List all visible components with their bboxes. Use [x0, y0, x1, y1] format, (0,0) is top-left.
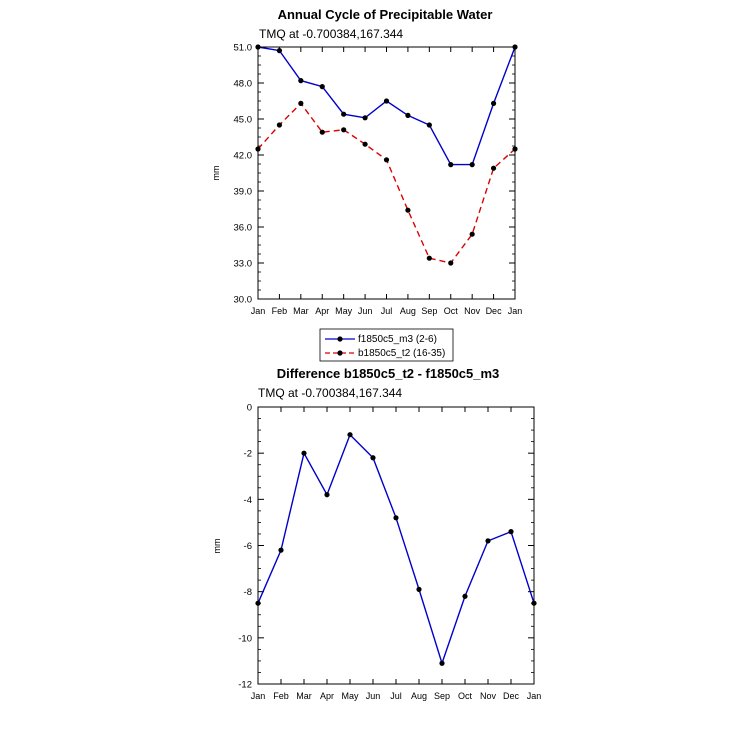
chart1-ylabel: mm — [211, 166, 221, 181]
y-tick-label: 51.0 — [234, 43, 253, 54]
legend-entry-2: b1850c5_t2 (16-35) — [358, 348, 445, 359]
x-tick-label: Mar — [293, 306, 309, 316]
x-tick-label: Jan — [251, 306, 266, 316]
chart1-subtitle: TMQ at -0.700384,167.344 — [259, 27, 403, 41]
series-2-point — [426, 255, 432, 261]
chart1-frame — [257, 46, 516, 300]
series-1-point — [278, 547, 284, 553]
x-tick-label: Dec — [486, 306, 503, 316]
series-2-point — [383, 157, 390, 163]
chart2-ylabel: mm — [212, 539, 222, 554]
series-1-point — [426, 122, 432, 128]
y-tick-label: 45.0 — [234, 115, 253, 126]
chart2-frame — [257, 406, 535, 685]
x-tick-label: Aug — [411, 691, 427, 701]
x-tick-label: Sep — [421, 306, 437, 316]
y-tick-label: 30.0 — [234, 295, 253, 306]
x-tick-label: Feb — [272, 306, 288, 316]
x-tick-label: Feb — [273, 691, 289, 701]
series-1-point — [439, 660, 445, 666]
series-1-point — [393, 515, 399, 521]
series-1-point — [490, 100, 497, 106]
y-tick-label: 39.0 — [234, 187, 253, 198]
series-1-point — [301, 450, 307, 456]
y-tick-label: -12 — [238, 680, 252, 691]
y-tick-label: 42.0 — [234, 151, 253, 162]
x-tick-label: Oct — [458, 691, 473, 701]
chart1-title: Annual Cycle of Precipitable Water — [278, 7, 493, 22]
x-tick-label: Sep — [434, 691, 450, 701]
series-2-point — [319, 129, 325, 135]
series-1-point — [383, 98, 390, 104]
x-tick-label: Jun — [366, 691, 381, 701]
x-tick-label: Jul — [390, 691, 402, 701]
y-tick-label: -8 — [244, 587, 252, 598]
chart2-title: Difference b1850c5_t2 - f1850c5_m3 — [277, 366, 500, 381]
y-tick-label: -4 — [244, 495, 252, 506]
chart2-subtitle: TMQ at -0.700384,167.344 — [258, 386, 402, 400]
x-tick-label: Jun — [358, 306, 373, 316]
y-tick-label: 0 — [247, 403, 252, 414]
x-tick-label: May — [335, 306, 353, 316]
series-1-point — [485, 538, 491, 544]
x-tick-label: Jul — [381, 306, 393, 316]
x-tick-label: Jan — [508, 306, 523, 316]
x-tick-label: Apr — [315, 306, 329, 316]
series-2-point — [405, 207, 411, 213]
x-tick-label: Nov — [480, 691, 497, 701]
y-tick-label: 33.0 — [234, 259, 253, 270]
series-1-point — [448, 162, 454, 168]
x-tick-label: Aug — [400, 306, 416, 316]
series-1-point — [462, 593, 468, 599]
x-tick-label: Oct — [444, 306, 459, 316]
series-1-point — [276, 48, 283, 54]
series-1-point — [508, 529, 514, 535]
series-1-point — [319, 84, 325, 90]
series-1-point — [405, 112, 411, 118]
y-tick-label: -10 — [238, 633, 252, 644]
series-1-point — [341, 111, 347, 117]
legend-entry-1: f1850c5_m3 (2-6) — [358, 334, 437, 345]
x-tick-label: Jan — [251, 691, 266, 701]
x-tick-label: Jan — [527, 691, 542, 701]
x-tick-label: Apr — [320, 691, 334, 701]
series-1-point — [347, 432, 353, 438]
y-tick-label: -6 — [244, 541, 252, 552]
x-tick-label: May — [341, 691, 359, 701]
chart1-legend: f1850c5_m3 (2-6) b1850c5_t2 (16-35) — [319, 328, 454, 362]
x-tick-label: Dec — [503, 691, 520, 701]
series-2-point — [448, 260, 454, 266]
series-1-point — [298, 78, 304, 84]
series-2-point — [341, 127, 347, 133]
series-1-point — [469, 162, 475, 168]
x-tick-label: Nov — [464, 306, 481, 316]
chart1-ticks: Jan Feb Mar Apr May Jun Jul Aug Sep Oct Nov Dec Jan3… — [234, 43, 523, 317]
series-1-point — [416, 586, 422, 592]
series-2-point — [490, 165, 497, 171]
series-2-point — [362, 141, 368, 147]
chart1-series — [255, 44, 518, 266]
series-2-point — [469, 231, 475, 237]
y-tick-label: 48.0 — [234, 79, 253, 90]
x-tick-label: Mar — [296, 691, 312, 701]
series-2-point — [276, 122, 283, 128]
series-1-point — [370, 455, 376, 461]
y-tick-label: 36.0 — [234, 223, 253, 234]
series-1-point — [362, 115, 368, 121]
y-tick-label: -2 — [244, 449, 252, 460]
series-2-point — [298, 100, 304, 106]
series-1-point — [324, 492, 330, 498]
chart2-series — [255, 432, 537, 666]
